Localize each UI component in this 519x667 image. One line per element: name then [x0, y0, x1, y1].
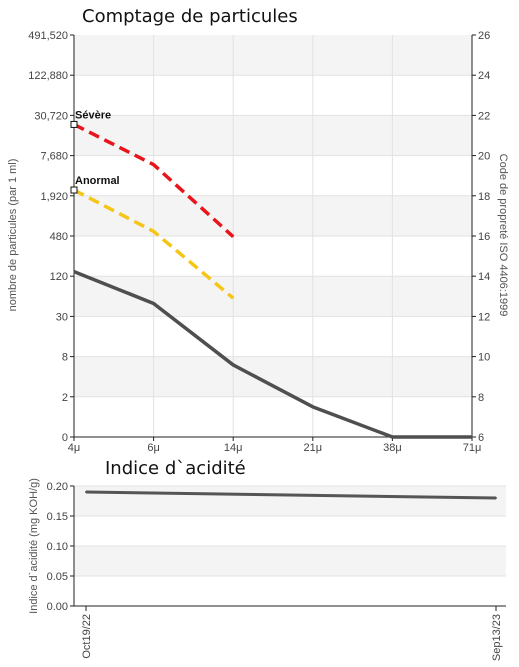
- particle-x-tick-label: 6μ: [147, 442, 159, 454]
- particle-x-tick-label: 14μ: [224, 442, 243, 454]
- acidity-point: [495, 497, 497, 499]
- particle-series-point: [232, 364, 234, 366]
- particle-series-point: [153, 302, 155, 304]
- particle-y-tick-label: 30,720: [34, 110, 68, 122]
- particle-chart-title: Comptage de particules: [82, 6, 298, 27]
- acidity-y-axis-title: Indice d`acidité (mg KOH/g): [28, 478, 40, 614]
- threshold-marker: [70, 120, 78, 128]
- particle-count-line: [73, 269, 472, 439]
- particle-y-tick-label: 122,880: [28, 70, 68, 82]
- particle-series-point: [153, 230, 155, 232]
- particle-series-point: [312, 406, 314, 408]
- particle-y2-tick-label: 26: [478, 30, 490, 42]
- particle-y-axis-title: nombre de particules (par 1 ml): [7, 159, 19, 312]
- acidity-point: [85, 491, 87, 493]
- acidity-y-tick-label: 0.10: [47, 541, 68, 553]
- particle-y2-tick-label: 8: [478, 392, 484, 404]
- threshold-label: Anormal: [75, 175, 120, 187]
- acidity-y-tick-label: 0.05: [47, 571, 68, 583]
- particle-y-tick-label: 8: [62, 352, 68, 364]
- acidity-y-tick-label: 0.00: [47, 601, 68, 613]
- threshold-label: Sévère: [75, 109, 111, 121]
- particle-series-point: [391, 436, 393, 438]
- particle-grid-band: [74, 35, 472, 76]
- particle-grid-band: [74, 195, 472, 236]
- particle-x-tick-label: 38μ: [383, 442, 402, 454]
- acidity-line: [85, 490, 497, 500]
- particle-y-tick-label: 491,520: [28, 30, 68, 42]
- particle-y-tick-label: 7,680: [40, 151, 68, 163]
- particle-series-point: [232, 236, 234, 238]
- particle-y-tick-label: 30: [56, 311, 68, 323]
- particle-y-tick-label: 120: [50, 271, 68, 283]
- particle-y-tick-label: 0: [62, 432, 68, 444]
- particle-y2-tick-label: 14: [478, 271, 490, 283]
- particle-y2-axis-title: Code de propreté ISO 4406:1999: [497, 154, 509, 317]
- particle-series-point: [73, 271, 75, 273]
- particle-y-tick-label: 480: [50, 231, 68, 243]
- particle-y2-tick-label: 20: [478, 151, 490, 163]
- acidity-grid-band: [74, 486, 506, 516]
- particle-y2-tick-label: 22: [478, 110, 490, 122]
- particle-x-tick-label: 71μ: [463, 442, 482, 454]
- particle-series-point: [471, 436, 473, 438]
- particle-y2-tick-label: 12: [478, 311, 490, 323]
- particle-y2-tick-label: 16: [478, 231, 490, 243]
- acidity-chart: Indice d`acidité 0.00 0.05 0.10 0.15 0.20 Oc…: [28, 458, 506, 661]
- particle-x-tick-label: 21μ: [304, 442, 323, 454]
- acidity-y-tick-label: 0.15: [47, 511, 68, 523]
- particle-grid-band: [74, 356, 472, 397]
- particle-y-tick-label: 2: [62, 392, 68, 404]
- particle-y-tick-label: 1,920: [40, 191, 68, 203]
- particle-series-point: [153, 164, 155, 166]
- particle-count-chart: Comptage de particules 0 2 8 30 120 480 1,920 7…: [7, 6, 509, 454]
- particle-grid-band: [74, 115, 472, 156]
- particle-x-tick-label: 4μ: [68, 442, 80, 454]
- particle-y2-tick-label: 10: [478, 352, 490, 364]
- acidity-x-tick-label: Oct19/22: [81, 614, 93, 659]
- particle-y2-tick-label: 6: [478, 432, 484, 444]
- particle-y2-tick-label: 24: [478, 70, 490, 82]
- acidity-grid-band: [74, 546, 506, 576]
- threshold-marker: [70, 186, 78, 194]
- acidity-x-tick-label: Sep13/23: [491, 614, 503, 661]
- acidity-y-tick-label: 0.20: [47, 481, 68, 493]
- particle-y2-tick-label: 18: [478, 191, 490, 203]
- acidity-chart-title: Indice d`acidité: [105, 458, 246, 479]
- particle-series-point: [232, 297, 234, 299]
